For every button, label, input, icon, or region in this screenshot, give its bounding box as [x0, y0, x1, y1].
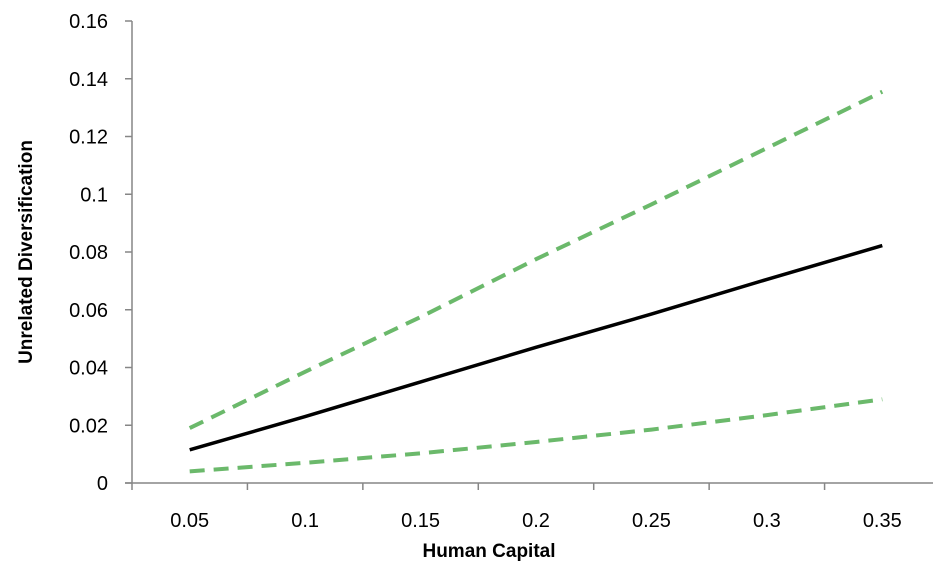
- x-tick-label: 0.3: [753, 510, 781, 532]
- x-axis: 0.05 0.1 0.15 0.2 0.25 0.3 0.35: [125, 482, 933, 532]
- series-group: [188, 89, 884, 474]
- y-tick-label: 0.08: [69, 242, 108, 264]
- x-tick-label: 0.05: [170, 510, 209, 532]
- series-line-1: [188, 89, 884, 430]
- y-axis-title: Unrelated Diversification: [16, 140, 37, 364]
- y-tick-label: 0.04: [69, 358, 108, 380]
- y-axis: 0 0.02 0.04 0.06 0.08 0.1 0.12 0.14 0.16: [69, 11, 133, 495]
- y-tick-label: 0.02: [69, 415, 108, 437]
- y-tick-label: 0.1: [80, 184, 108, 206]
- x-tick-label: 0.1: [291, 510, 319, 532]
- y-tick-label: 0.12: [69, 127, 108, 149]
- y-tick-label: 0.06: [69, 300, 108, 322]
- x-axis-title: Human Capital: [422, 541, 555, 562]
- y-tick-label: 0: [97, 473, 108, 495]
- y-tick-label: 0.16: [69, 11, 108, 33]
- x-tick-label: 0.35: [863, 510, 902, 532]
- series-line-2: [189, 243, 883, 452]
- series-line-3: [189, 397, 883, 474]
- y-tick-label: 0.14: [69, 69, 108, 91]
- x-tick-label: 0.2: [522, 510, 550, 532]
- x-tick-label: 0.15: [401, 510, 440, 532]
- x-tick-label: 0.25: [632, 510, 671, 532]
